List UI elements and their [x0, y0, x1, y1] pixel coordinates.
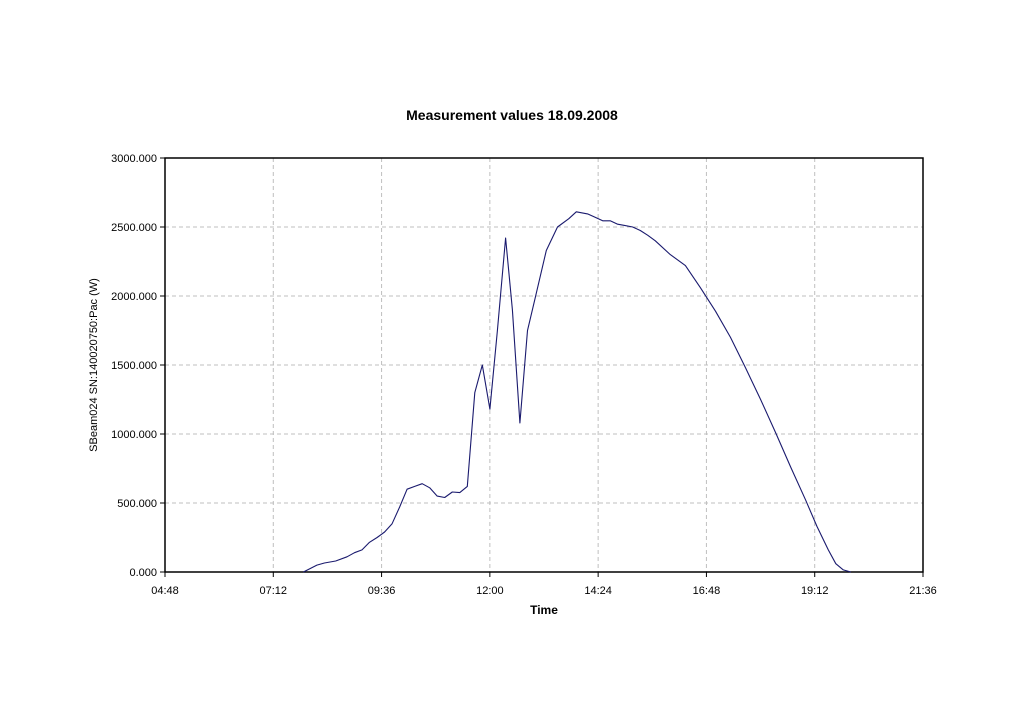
- y-tick-label: 2000.000: [111, 291, 157, 303]
- x-tick-label: 09:36: [368, 585, 396, 597]
- series-line: [303, 211, 851, 573]
- y-tick-label: 3000.000: [111, 153, 157, 165]
- y-tick-label: 1500.000: [111, 360, 157, 372]
- x-tick-label: 12:00: [476, 585, 504, 597]
- x-tick-label: 19:12: [801, 585, 829, 597]
- x-tick-label: 07:12: [260, 585, 288, 597]
- gridlines: [165, 158, 923, 572]
- x-axis-title: Time: [530, 603, 558, 617]
- y-tick-label: 1000.000: [111, 429, 157, 441]
- x-tick-label: 04:48: [151, 585, 179, 597]
- chart-title: Measurement values 18.09.2008: [406, 107, 618, 123]
- y-axis-title: SBeam024 SN:140020750:Pac (W): [88, 278, 100, 452]
- axis-ticks: 04:48 07:12 09:36 12:00 14:24 16:48 19:12 21:36…: [111, 153, 937, 597]
- y-tick-label: 0.000: [129, 567, 157, 579]
- x-tick-label: 14:24: [584, 585, 612, 597]
- x-tick-label: 16:48: [693, 585, 721, 597]
- y-tick-label: 500.000: [117, 498, 157, 510]
- y-tick-label: 2500.000: [111, 222, 157, 234]
- x-tick-label: 21:36: [909, 585, 937, 597]
- series-layer: [303, 211, 851, 573]
